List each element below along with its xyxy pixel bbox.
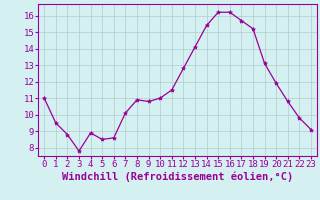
X-axis label: Windchill (Refroidissement éolien,°C): Windchill (Refroidissement éolien,°C) [62,172,293,182]
